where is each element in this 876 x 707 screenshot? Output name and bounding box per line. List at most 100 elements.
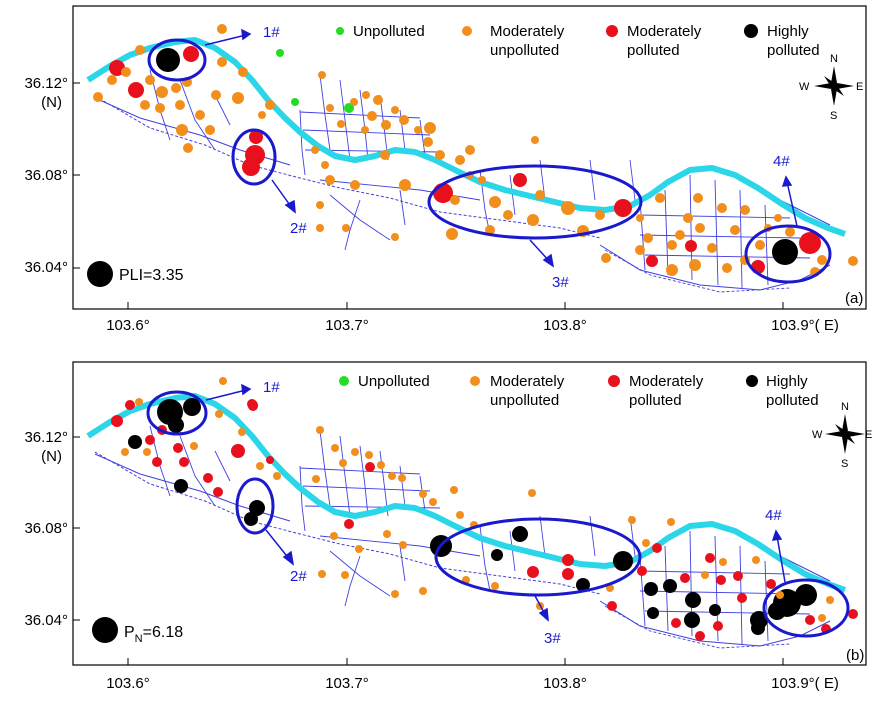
panel-tag-b: (b) bbox=[846, 647, 864, 664]
x-axis-a bbox=[127, 302, 784, 309]
sample-point bbox=[399, 115, 409, 125]
sample-point bbox=[684, 612, 700, 628]
sample-point bbox=[350, 98, 358, 106]
sample-point bbox=[168, 417, 184, 433]
legend-mod-polluted-label-b-1: Moderately bbox=[629, 373, 704, 390]
sample-point bbox=[183, 398, 201, 416]
sample-point bbox=[321, 161, 329, 169]
y-tick-label-a-3: 36.04° bbox=[24, 259, 68, 276]
sample-point bbox=[183, 46, 199, 62]
sample-point bbox=[383, 530, 391, 538]
y-axis-b bbox=[73, 436, 80, 621]
sample-point bbox=[429, 498, 437, 506]
sample-point bbox=[316, 224, 324, 232]
sample-point bbox=[716, 575, 726, 585]
x-axis-labels-a: 103.6° 103.7° 103.8° 103.9°( E) bbox=[106, 317, 839, 334]
sample-point bbox=[805, 615, 815, 625]
sample-point bbox=[339, 459, 347, 467]
sample-point bbox=[614, 199, 632, 217]
sample-point bbox=[213, 487, 223, 497]
sample-point bbox=[707, 243, 717, 253]
sample-point bbox=[174, 479, 188, 493]
sample-point bbox=[737, 593, 747, 603]
sample-point bbox=[399, 179, 411, 191]
sample-point bbox=[652, 543, 662, 553]
sample-point bbox=[826, 596, 834, 604]
sample-point bbox=[190, 442, 198, 450]
sample-point bbox=[337, 120, 345, 128]
sample-point bbox=[249, 500, 265, 516]
sample-point bbox=[667, 518, 675, 526]
sample-point bbox=[249, 130, 263, 144]
legend-highly-polluted-dot-a bbox=[744, 24, 758, 38]
y-tick-label-a-2: 36.08° bbox=[24, 167, 68, 184]
sample-point bbox=[205, 125, 215, 135]
sample-point bbox=[455, 155, 465, 165]
area-arrows-a bbox=[204, 28, 798, 268]
sample-point bbox=[713, 621, 723, 631]
sample-point bbox=[311, 146, 319, 154]
sample-point bbox=[450, 486, 458, 494]
sample-point bbox=[799, 232, 821, 254]
sample-point bbox=[325, 175, 335, 185]
sample-point bbox=[361, 126, 369, 134]
sample-point bbox=[818, 614, 826, 622]
sample-point bbox=[772, 239, 798, 265]
sample-point bbox=[195, 110, 205, 120]
sample-point bbox=[140, 100, 150, 110]
sample-point bbox=[231, 444, 245, 458]
sample-point bbox=[595, 210, 605, 220]
sample-point bbox=[733, 571, 743, 581]
area-label-1-a: 1# bbox=[263, 24, 280, 41]
area-arrows-b bbox=[205, 383, 786, 622]
legend-highly-polluted-label-a-1: Highly bbox=[767, 23, 809, 40]
sample-point bbox=[156, 48, 180, 72]
y-axis-a bbox=[73, 82, 80, 269]
sample-point bbox=[155, 103, 165, 113]
sample-point bbox=[689, 259, 701, 271]
x-tick-label-a-2: 103.7° bbox=[325, 317, 369, 334]
sample-point bbox=[503, 210, 513, 220]
sample-point bbox=[232, 92, 244, 104]
sample-point bbox=[701, 571, 709, 579]
sample-point bbox=[446, 228, 458, 240]
sample-point bbox=[695, 631, 705, 641]
sample-point bbox=[266, 456, 274, 464]
legend-highly-polluted-dot-b bbox=[746, 375, 758, 387]
legend-mod-unpolluted-dot-b bbox=[470, 376, 480, 386]
sample-point bbox=[330, 532, 338, 540]
sample-point bbox=[215, 410, 223, 418]
sample-point bbox=[680, 573, 690, 583]
sample-point bbox=[291, 98, 299, 106]
sample-point bbox=[365, 462, 375, 472]
sample-point bbox=[642, 539, 650, 547]
sample-point bbox=[730, 225, 740, 235]
sample-point bbox=[217, 57, 227, 67]
sample-point bbox=[355, 545, 363, 553]
y-tick-label-b-2: 36.08° bbox=[24, 520, 68, 537]
sample-point bbox=[709, 604, 721, 616]
sample-point bbox=[248, 400, 258, 410]
area-label-4-b: 4# bbox=[765, 507, 782, 524]
sample-point bbox=[121, 67, 131, 77]
area-3-ellipse-a bbox=[427, 164, 643, 240]
sample-point bbox=[273, 472, 281, 480]
key-size-b: PN=6.18 bbox=[92, 617, 183, 645]
legend-mod-unpolluted-dot-a bbox=[462, 26, 472, 36]
area-1-ellipse-a bbox=[147, 38, 207, 82]
x-tick-label-b-1: 103.6° bbox=[106, 675, 150, 692]
sample-point bbox=[318, 570, 326, 578]
legend-unpolluted-dot-b bbox=[339, 376, 349, 386]
key-size-label-b: PN=6.18 bbox=[124, 624, 183, 645]
legend-mod-polluted-dot-b bbox=[608, 375, 620, 387]
sample-point bbox=[528, 489, 536, 497]
sample-point bbox=[705, 553, 715, 563]
sample-point bbox=[143, 448, 151, 456]
sample-point bbox=[423, 137, 433, 147]
sample-point bbox=[636, 214, 644, 222]
legend-b: Unpolluted Moderately unpolluted Moderat… bbox=[339, 373, 819, 409]
sample-point bbox=[211, 90, 221, 100]
sample-point bbox=[755, 240, 765, 250]
sample-point bbox=[342, 224, 350, 232]
